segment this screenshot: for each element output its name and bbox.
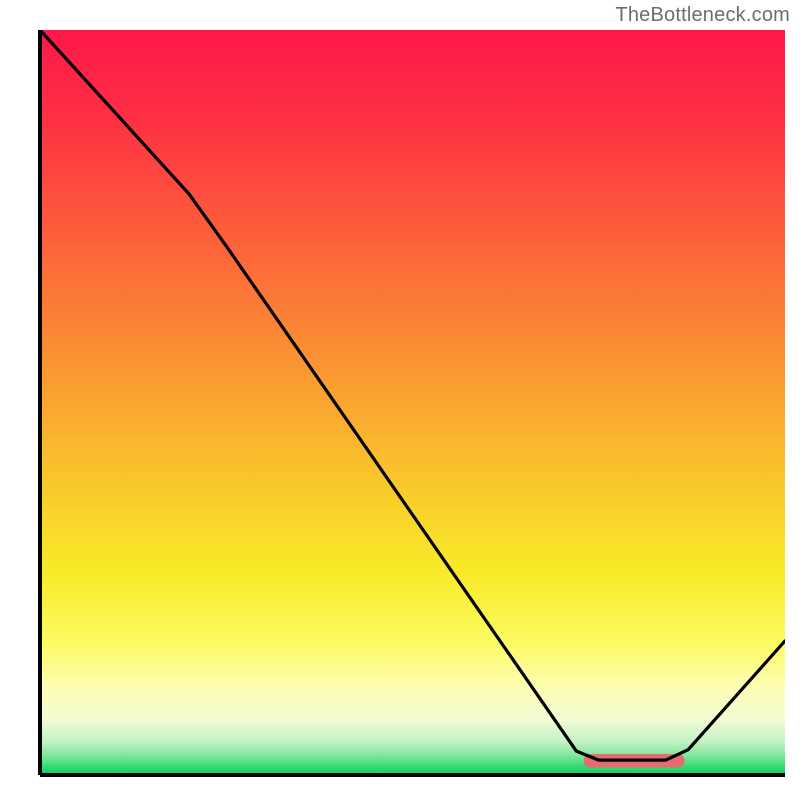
plot-area [40, 30, 785, 775]
gradient-background [40, 30, 785, 775]
bottleneck-chart [0, 0, 800, 800]
watermark-text: TheBottleneck.com [615, 4, 790, 27]
chart-stage: TheBottleneck.com [0, 0, 800, 800]
